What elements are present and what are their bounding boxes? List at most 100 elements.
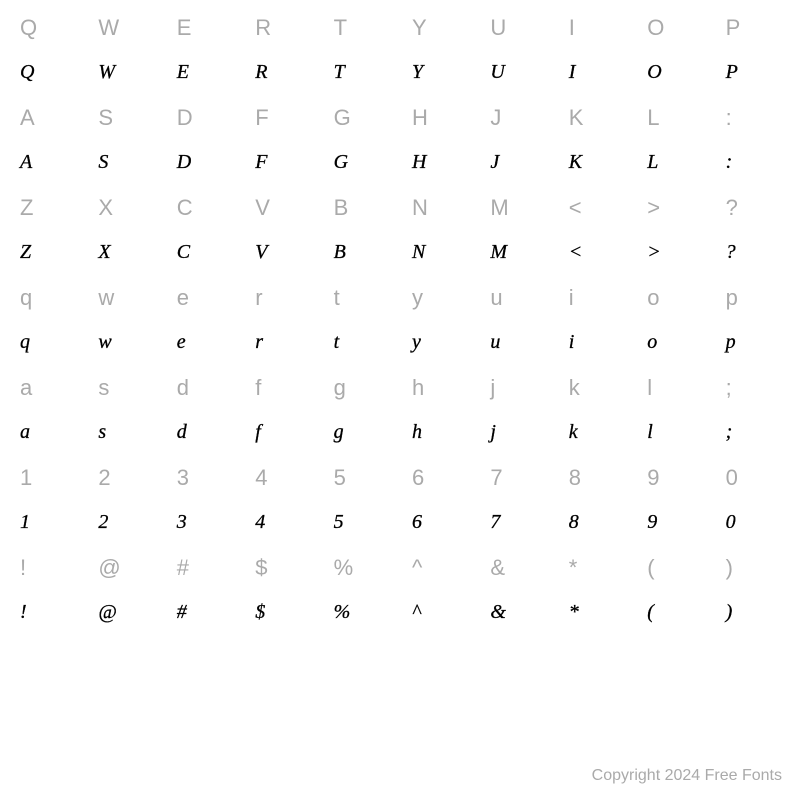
reference-glyph: B (334, 195, 349, 221)
char-cell-font: t (322, 320, 400, 365)
char-cell-ref: 1 (8, 455, 86, 500)
font-glyph: & (490, 601, 506, 624)
char-cell-font: ; (714, 410, 792, 455)
char-cell-font: a (8, 410, 86, 455)
reference-glyph: ) (726, 555, 733, 581)
font-glyph: ? (726, 241, 736, 264)
reference-glyph: ( (647, 555, 654, 581)
char-cell-ref: y (400, 275, 478, 320)
char-cell-font: r (243, 320, 321, 365)
char-cell-font: : (714, 140, 792, 185)
char-cell-ref: 6 (400, 455, 478, 500)
font-glyph: M (490, 241, 507, 264)
char-cell-font: w (86, 320, 164, 365)
char-cell-ref: * (557, 545, 635, 590)
font-glyph: T (334, 61, 345, 84)
char-cell-font: F (243, 140, 321, 185)
char-cell-ref: f (243, 365, 321, 410)
char-cell-font: % (322, 590, 400, 635)
font-glyph: S (98, 151, 108, 174)
char-cell-font: 2 (86, 500, 164, 545)
font-glyph: 1 (20, 511, 30, 534)
reference-glyph: O (647, 15, 664, 41)
char-cell-font: ^ (400, 590, 478, 635)
font-glyph: 8 (569, 511, 579, 534)
char-cell-font: > (635, 230, 713, 275)
char-cell-font: Z (8, 230, 86, 275)
char-cell-ref: N (400, 185, 478, 230)
reference-glyph: H (412, 105, 428, 131)
char-cell-font: * (557, 590, 635, 635)
font-glyph: e (177, 331, 186, 354)
reference-glyph: 5 (334, 465, 346, 491)
reference-glyph: & (490, 555, 505, 581)
char-cell-font: 0 (714, 500, 792, 545)
reference-glyph: A (20, 105, 35, 131)
reference-glyph: I (569, 15, 575, 41)
reference-glyph: $ (255, 555, 267, 581)
char-cell-ref: a (8, 365, 86, 410)
font-glyph: W (98, 61, 115, 84)
char-cell-font: ( (635, 590, 713, 635)
char-cell-ref: ; (714, 365, 792, 410)
char-cell-ref: g (322, 365, 400, 410)
char-cell-font: 9 (635, 500, 713, 545)
reference-glyph: l (647, 375, 652, 401)
char-cell-ref: ? (714, 185, 792, 230)
reference-glyph: S (98, 105, 113, 131)
char-cell-font: G (322, 140, 400, 185)
char-cell-ref: B (322, 185, 400, 230)
font-glyph: 5 (334, 511, 344, 534)
char-cell-font: ) (714, 590, 792, 635)
font-glyph: 4 (255, 511, 265, 534)
font-glyph: w (98, 331, 111, 354)
char-cell-ref: V (243, 185, 321, 230)
char-cell-font: S (86, 140, 164, 185)
reference-glyph: ! (20, 555, 26, 581)
char-cell-ref: Q (8, 5, 86, 50)
font-glyph: % (334, 601, 351, 624)
reference-glyph: i (569, 285, 574, 311)
reference-glyph: R (255, 15, 271, 41)
reference-glyph: % (334, 555, 354, 581)
reference-glyph: Z (20, 195, 33, 221)
font-glyph: ) (726, 601, 733, 624)
font-glyph: Y (412, 61, 423, 84)
char-cell-font: @ (86, 590, 164, 635)
char-cell-ref: h (400, 365, 478, 410)
reference-glyph: 1 (20, 465, 32, 491)
char-cell-font: D (165, 140, 243, 185)
reference-glyph: d (177, 375, 189, 401)
char-cell-ref: G (322, 95, 400, 140)
char-cell-ref: Y (400, 5, 478, 50)
char-cell-font: B (322, 230, 400, 275)
char-cell-ref: p (714, 275, 792, 320)
font-glyph: ^ (412, 601, 420, 624)
char-cell-ref: A (8, 95, 86, 140)
char-cell-ref: % (322, 545, 400, 590)
char-cell-ref: L (635, 95, 713, 140)
char-cell-ref: R (243, 5, 321, 50)
reference-glyph: ? (726, 195, 738, 221)
char-cell-ref: d (165, 365, 243, 410)
font-glyph: j (490, 421, 496, 444)
reference-glyph: 9 (647, 465, 659, 491)
reference-glyph: r (255, 285, 262, 311)
font-glyph: I (569, 61, 576, 84)
font-glyph: i (569, 331, 575, 354)
font-glyph: < (569, 241, 583, 264)
char-cell-font: < (557, 230, 635, 275)
char-cell-font: 4 (243, 500, 321, 545)
reference-glyph: J (490, 105, 501, 131)
font-glyph: r (255, 331, 263, 354)
reference-glyph: ; (726, 375, 732, 401)
font-glyph: U (490, 61, 504, 84)
char-cell-font: o (635, 320, 713, 365)
reference-glyph: L (647, 105, 659, 131)
font-glyph: J (490, 151, 499, 174)
font-glyph: q (20, 331, 30, 354)
reference-glyph: f (255, 375, 261, 401)
font-glyph: g (334, 421, 344, 444)
char-cell-ref: ^ (400, 545, 478, 590)
char-cell-ref: i (557, 275, 635, 320)
